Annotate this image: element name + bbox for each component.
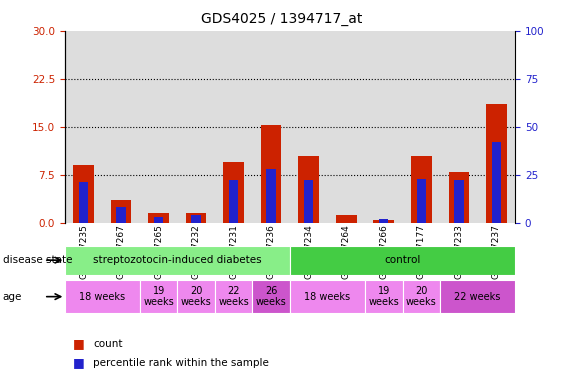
Text: 19
weeks: 19 weeks — [368, 286, 399, 308]
Text: 22
weeks: 22 weeks — [218, 286, 249, 308]
Bar — [411, 156, 432, 223]
Bar — [440, 280, 515, 313]
Bar — [252, 31, 290, 223]
Bar — [65, 31, 102, 223]
Bar — [477, 31, 515, 223]
Bar — [365, 280, 403, 313]
Bar — [154, 217, 163, 223]
Bar — [417, 179, 426, 223]
Bar — [261, 126, 282, 223]
Bar — [111, 200, 131, 223]
Text: 22 weeks: 22 weeks — [454, 291, 501, 302]
Bar — [266, 169, 276, 223]
Text: 26
weeks: 26 weeks — [256, 286, 287, 308]
Text: disease state: disease state — [3, 255, 72, 265]
Bar — [186, 213, 207, 223]
Text: age: age — [3, 291, 22, 302]
Bar — [215, 280, 252, 313]
Bar — [449, 172, 469, 223]
Bar — [336, 215, 356, 223]
Bar — [65, 280, 140, 313]
Bar — [177, 31, 215, 223]
Bar — [252, 280, 290, 313]
Text: ■: ■ — [73, 356, 85, 369]
Bar — [148, 213, 169, 223]
Bar — [73, 165, 94, 223]
Text: 18 weeks: 18 weeks — [305, 291, 351, 302]
Bar — [65, 246, 290, 275]
Bar — [102, 31, 140, 223]
Bar — [290, 31, 328, 223]
Text: 19
weeks: 19 weeks — [143, 286, 174, 308]
Bar — [117, 207, 126, 223]
Bar — [215, 31, 252, 223]
Bar — [403, 31, 440, 223]
Text: 20
weeks: 20 weeks — [181, 286, 212, 308]
Bar — [304, 180, 314, 223]
Text: count: count — [93, 339, 122, 349]
Bar — [373, 220, 394, 223]
Bar — [486, 104, 507, 223]
Bar — [177, 280, 215, 313]
Bar — [229, 180, 238, 223]
Bar — [290, 246, 515, 275]
Text: percentile rank within the sample: percentile rank within the sample — [93, 358, 269, 368]
Bar — [224, 162, 244, 223]
Text: GDS4025 / 1394717_at: GDS4025 / 1394717_at — [201, 12, 362, 25]
Bar — [440, 31, 477, 223]
Text: ■: ■ — [73, 337, 85, 350]
Bar — [140, 280, 177, 313]
Bar — [491, 142, 501, 223]
Bar — [290, 280, 365, 313]
Bar — [328, 31, 365, 223]
Text: 18 weeks: 18 weeks — [79, 291, 126, 302]
Text: control: control — [385, 255, 421, 265]
Bar — [403, 280, 440, 313]
Bar — [79, 182, 88, 223]
Bar — [365, 31, 403, 223]
Text: streptozotocin-induced diabetes: streptozotocin-induced diabetes — [93, 255, 262, 265]
Bar — [454, 180, 463, 223]
Text: 20
weeks: 20 weeks — [406, 286, 437, 308]
Bar — [298, 156, 319, 223]
Bar — [191, 215, 201, 223]
Bar — [379, 219, 388, 223]
Bar — [140, 31, 177, 223]
